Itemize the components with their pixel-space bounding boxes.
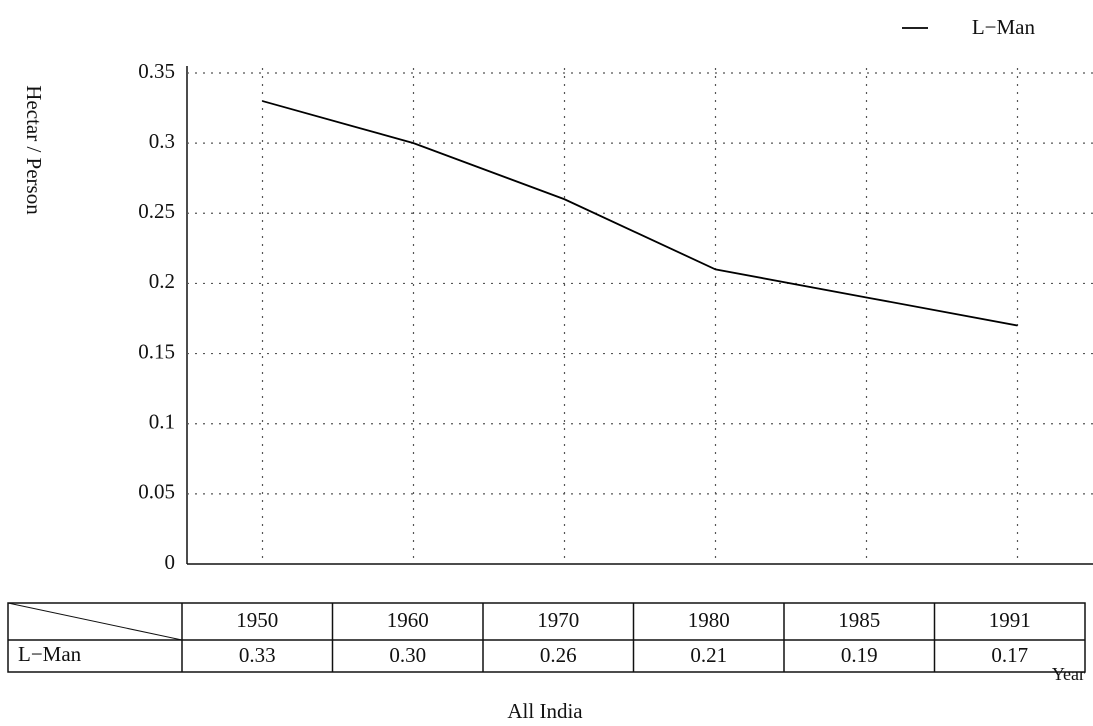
table-value: 0.21 xyxy=(690,643,727,667)
table-diagonal xyxy=(7,602,183,641)
table-value: 0.17 xyxy=(991,643,1028,667)
y-tick-label: 0.05 xyxy=(138,480,175,504)
y-tick-label: 0 xyxy=(165,550,176,574)
y-tick-label: 0.1 xyxy=(149,410,175,434)
y-axis-label: Hectar / Person xyxy=(22,85,46,215)
table-value: 0.33 xyxy=(239,643,276,667)
table-year: 1960 xyxy=(387,608,429,632)
table-border xyxy=(7,602,1086,673)
y-tick-label: 0.2 xyxy=(149,269,175,293)
legend-label: L−Man xyxy=(972,15,1036,39)
table-year: 1950 xyxy=(236,608,278,632)
table-year: 1970 xyxy=(537,608,579,632)
y-tick-label: 0.3 xyxy=(149,129,175,153)
series-line xyxy=(262,100,1018,327)
y-tick-label: 0.15 xyxy=(138,339,175,363)
table-value: 0.19 xyxy=(841,643,878,667)
chart-title: All India xyxy=(507,699,583,723)
table-row-header: L−Man xyxy=(18,642,82,666)
x-axis-label: Year xyxy=(1052,664,1085,684)
table-value: 0.26 xyxy=(540,643,577,667)
table-value: 0.30 xyxy=(389,643,426,667)
y-tick-label: 0.35 xyxy=(138,59,175,83)
table-year: 1980 xyxy=(688,608,730,632)
table-year: 1991 xyxy=(989,608,1031,632)
table-year: 1985 xyxy=(838,608,880,632)
y-tick-label: 0.25 xyxy=(138,199,175,223)
